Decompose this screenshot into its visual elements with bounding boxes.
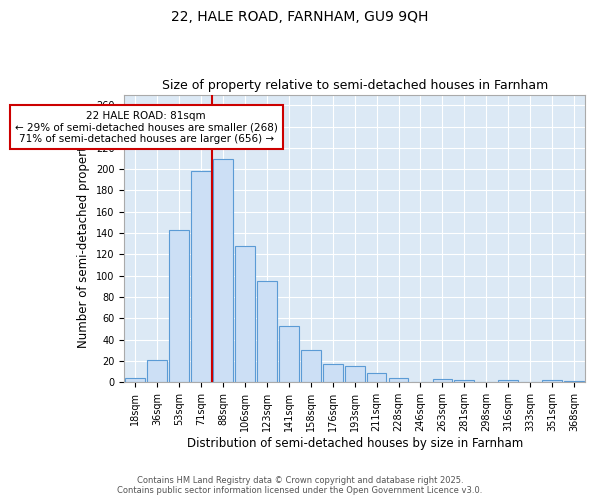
Bar — [389, 378, 409, 382]
Bar — [279, 326, 299, 382]
Bar — [323, 364, 343, 382]
Bar — [257, 281, 277, 382]
Bar — [542, 380, 562, 382]
Bar — [235, 246, 255, 382]
X-axis label: Distribution of semi-detached houses by size in Farnham: Distribution of semi-detached houses by … — [187, 437, 523, 450]
Bar — [499, 380, 518, 382]
Text: Contains HM Land Registry data © Crown copyright and database right 2025.
Contai: Contains HM Land Registry data © Crown c… — [118, 476, 482, 495]
Bar — [191, 172, 211, 382]
Bar — [213, 158, 233, 382]
Bar — [148, 360, 167, 382]
Bar — [301, 350, 320, 382]
Bar — [367, 373, 386, 382]
Bar — [169, 230, 189, 382]
Bar — [125, 378, 145, 382]
Title: Size of property relative to semi-detached houses in Farnham: Size of property relative to semi-detach… — [161, 79, 548, 92]
Bar — [345, 366, 365, 382]
Bar — [433, 379, 452, 382]
Text: 22 HALE ROAD: 81sqm
← 29% of semi-detached houses are smaller (268)
71% of semi-: 22 HALE ROAD: 81sqm ← 29% of semi-detach… — [15, 110, 278, 144]
Text: 22, HALE ROAD, FARNHAM, GU9 9QH: 22, HALE ROAD, FARNHAM, GU9 9QH — [172, 10, 428, 24]
Bar — [454, 380, 474, 382]
Y-axis label: Number of semi-detached properties: Number of semi-detached properties — [77, 129, 91, 348]
